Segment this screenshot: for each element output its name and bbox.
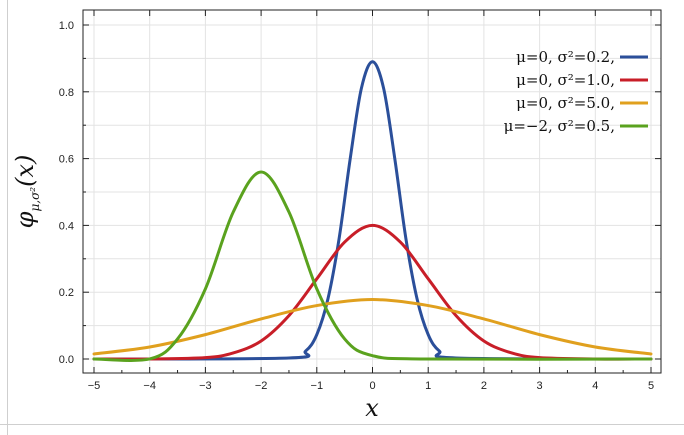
y-tick-label: 1.0 — [59, 20, 74, 32]
ticks — [83, 10, 661, 373]
legend-label: μ=−2, σ²=0.5, — [504, 117, 615, 135]
y-tick-label: 0.0 — [59, 354, 74, 366]
series-sigma2-0-2-line — [92, 60, 653, 361]
x-tick-label: −2 — [255, 380, 268, 392]
y-tick-label: 0.2 — [59, 287, 74, 299]
y-axis-title-subscript: μ,σ² — [28, 187, 42, 212]
y-tick-label: 0.6 — [59, 154, 74, 166]
legend-label: μ=0, σ²=1.0, — [516, 71, 615, 89]
y-axis-title: φμ,σ²(x) — [11, 155, 42, 229]
series-sigma2-5-0-line — [92, 298, 653, 356]
series-mu-minus2-line — [92, 170, 653, 362]
legend-label: μ=0, σ²=5.0, — [516, 94, 615, 112]
x-tick-label: 4 — [592, 380, 598, 392]
x-tick-label: 2 — [481, 380, 487, 392]
y-tick-label: 0.8 — [59, 87, 74, 99]
series-layer — [92, 60, 653, 362]
x-tick-label: 0 — [369, 380, 375, 392]
legend: μ=0, σ²=0.2, μ=0, σ²=1.0, μ=0, σ²=5.0, μ=−2… — [504, 48, 648, 135]
svg-text:φμ,σ²(x): φμ,σ²(x) — [11, 155, 42, 229]
x-tick-label: 5 — [648, 380, 654, 392]
series-sigma2-1-0-line — [92, 223, 653, 361]
y-axis-title-main: φ — [11, 211, 39, 228]
x-tick-label: 1 — [425, 380, 431, 392]
tick-labels: −5 −4 −3 −2 −1 0 1 2 3 4 5 0.0 0.2 0.4 0.6 0.8 1.0 — [59, 20, 654, 392]
legend-label: μ=0, σ²=0.2, — [516, 48, 615, 66]
x-tick-label: 3 — [537, 380, 543, 392]
x-tick-label: −3 — [199, 380, 212, 392]
x-tick-label: −5 — [88, 380, 101, 392]
y-tick-label: 0.4 — [59, 220, 74, 232]
x-axis-title: x — [365, 394, 379, 422]
y-axis-title-arg: (x) — [11, 155, 39, 187]
x-tick-label: −1 — [311, 380, 324, 392]
x-tick-label: −4 — [143, 380, 156, 392]
